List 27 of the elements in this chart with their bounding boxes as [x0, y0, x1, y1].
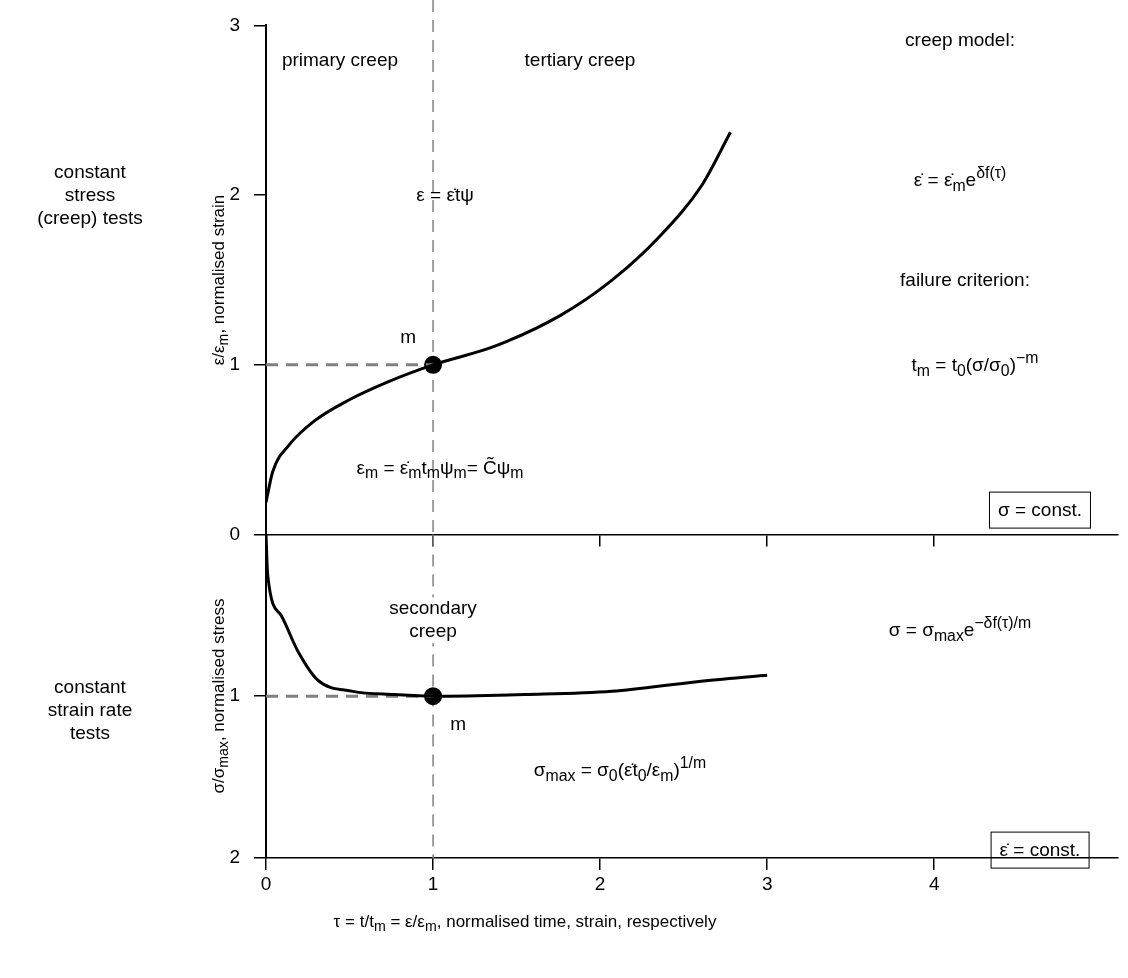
x-tick-label: 2	[594, 872, 606, 894]
text: σ$_{max}$ = σ$_{0}$(ε̇t$_{0}$/ε$_{m}$)$^{1/m}$	[533, 754, 707, 784]
annotation: ε̇ = ε̇$_{m}$e$^{δf(τ)}$	[913, 164, 1007, 196]
annotation: secondary creep	[378, 597, 488, 643]
x-tick-label: 3	[761, 872, 773, 894]
text: ε$_{m}$ = ε̇$_{m}$t$_{m}$ψ$_{m}$= C̃ψ$_{m}$	[356, 456, 524, 482]
y-tick-label: 0	[229, 522, 240, 544]
y-tick-label: 2	[229, 846, 240, 868]
text: constant strain rate tests	[46, 675, 134, 745]
annotation: σ = σ$_{max}$e$^{−δf(τ)/m}$	[888, 614, 1032, 646]
annotation: creep model:	[905, 28, 1015, 52]
annotation: failure criterion:	[900, 268, 1030, 292]
annotation: m	[450, 712, 466, 736]
x-tick-label: 1	[427, 872, 439, 894]
annotation: m	[400, 325, 416, 349]
annotation: primary creep	[281, 48, 399, 72]
y-tick-label: 1	[229, 684, 240, 706]
y-tick-label: 1	[229, 353, 240, 375]
x-tick-label: 0	[260, 872, 272, 894]
annotation: t$_{m}$ = t$_{0}$(σ/σ$_{0}$)$^{−m}$	[911, 349, 1039, 381]
x-tick-label: 4	[928, 872, 940, 894]
text: constant stress (creep) tests	[36, 160, 144, 230]
y-tick-label: 3	[229, 13, 240, 35]
y-tick-label: 2	[229, 183, 240, 205]
x-axis-title: τ = t/t$_{m}$ = ε/ε$_{m}$, normalised time, strain, respectively	[333, 911, 717, 935]
annotation: ε = ε̇tψ	[416, 183, 474, 207]
annotation: tertiary creep	[524, 48, 636, 72]
